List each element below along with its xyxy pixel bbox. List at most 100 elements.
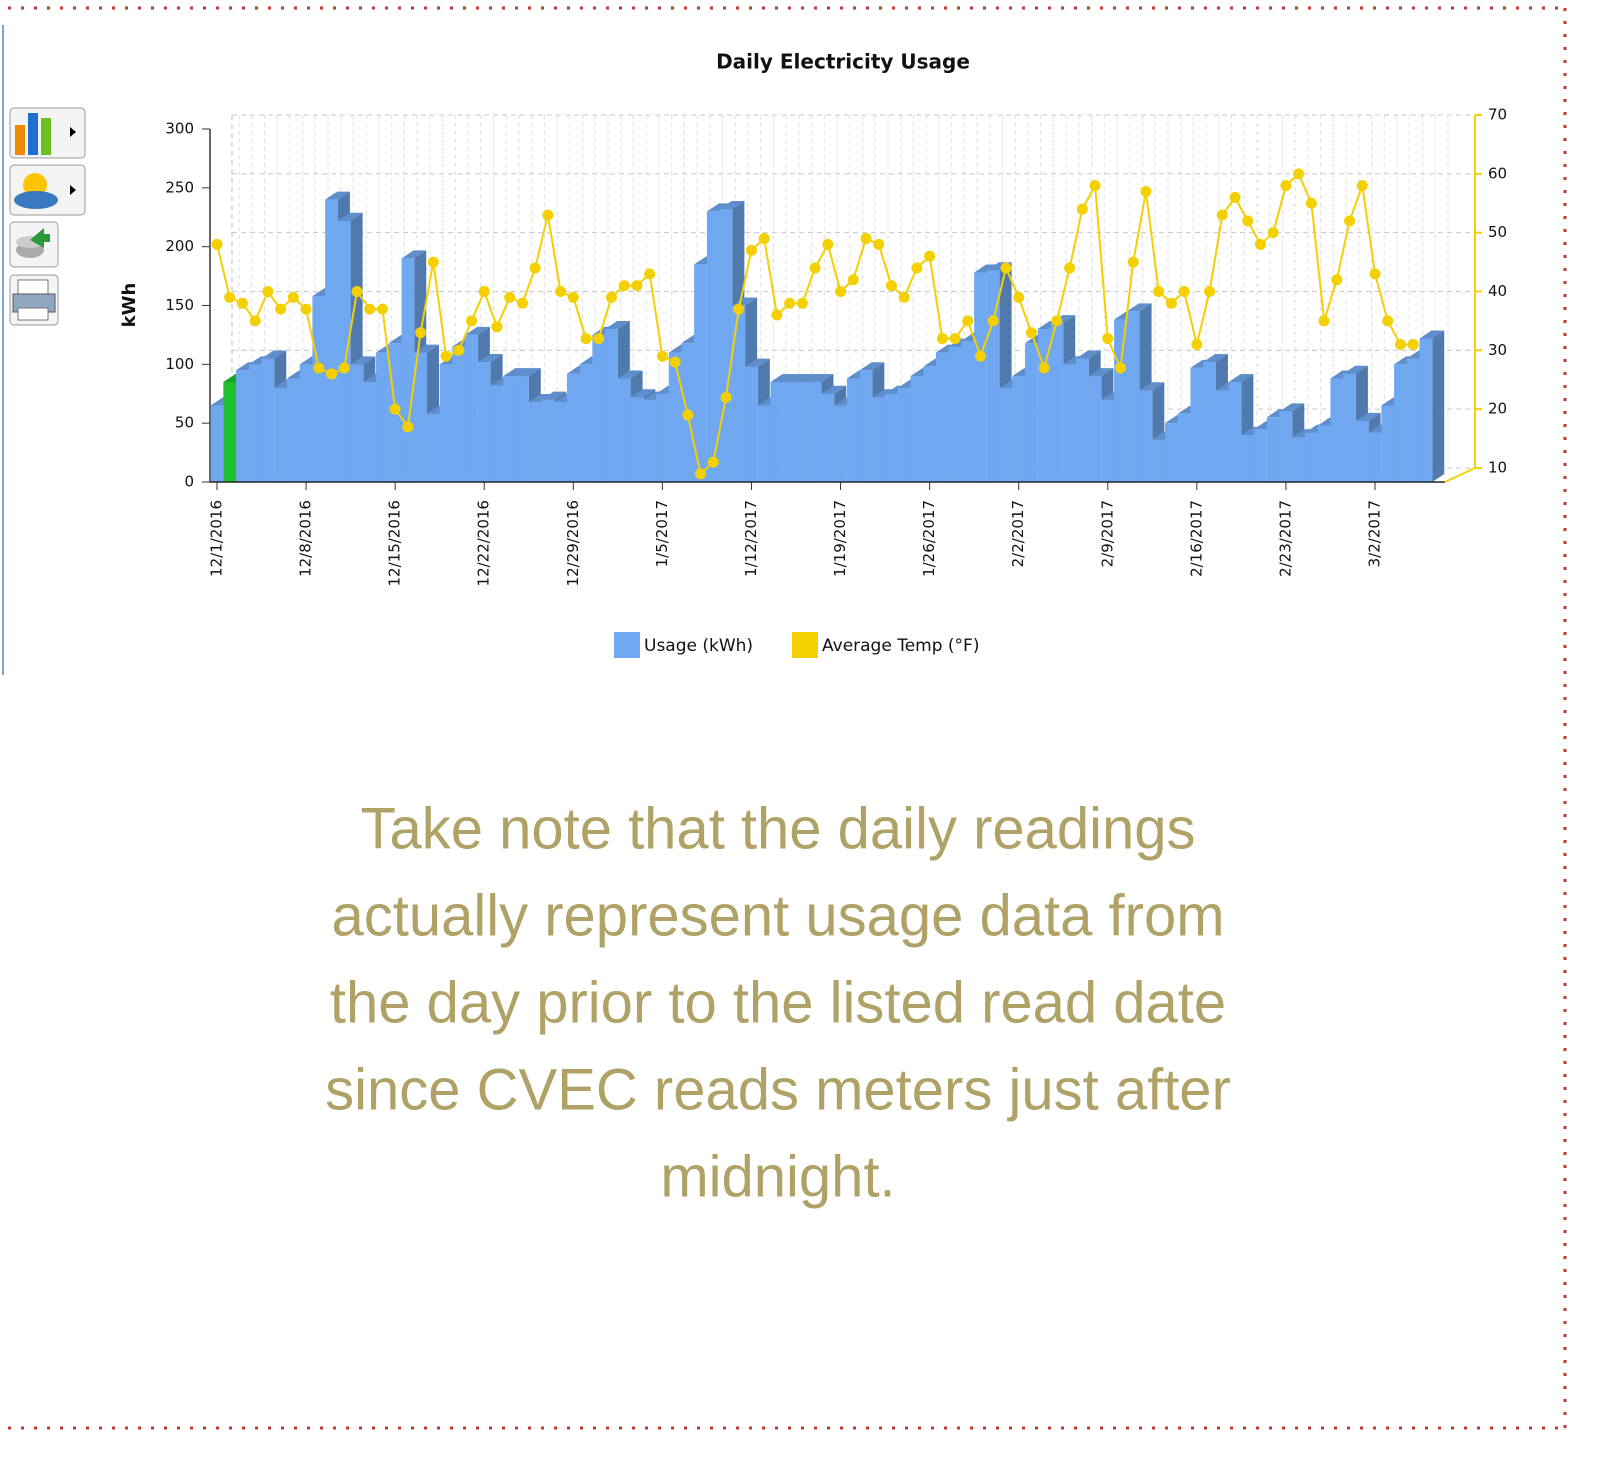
temp-point xyxy=(631,280,643,292)
x-tick-label: 12/1/2016 xyxy=(208,500,226,577)
bar-top xyxy=(617,370,643,379)
temp-point xyxy=(822,238,834,250)
y-tick-label: 100 xyxy=(165,355,194,373)
bar xyxy=(1368,432,1382,482)
bar xyxy=(465,334,478,482)
temp-point xyxy=(1140,185,1152,197)
y-tick-label: 50 xyxy=(175,414,194,432)
bar xyxy=(1025,343,1038,482)
y-tick-label: 250 xyxy=(165,178,194,196)
bar xyxy=(872,397,886,482)
bar-top xyxy=(732,297,758,306)
bar-top xyxy=(745,358,770,367)
bar-top xyxy=(808,373,834,382)
bar xyxy=(477,361,491,482)
bar-top xyxy=(719,201,745,210)
temp-point xyxy=(1254,238,1266,250)
x-tick-label: 3/2/2017 xyxy=(1366,500,1384,567)
bar-top xyxy=(630,389,656,398)
bar-top xyxy=(350,356,376,365)
temp-point xyxy=(555,286,567,297)
bar xyxy=(834,405,847,482)
temp-point xyxy=(924,250,936,262)
temp-point xyxy=(580,333,592,345)
bar-top xyxy=(261,350,287,359)
bar xyxy=(528,401,542,482)
temp-point xyxy=(1051,315,1063,327)
temp-point xyxy=(453,344,465,356)
bar-top xyxy=(1279,403,1305,412)
temp-point xyxy=(720,391,732,403)
temp-point xyxy=(478,286,490,297)
temp-point xyxy=(1242,215,1254,227)
y-tick-label: 200 xyxy=(165,237,194,255)
temp-point xyxy=(1293,168,1305,180)
temp-point xyxy=(326,368,338,380)
temp-point xyxy=(695,468,707,480)
temp-point xyxy=(300,303,312,315)
temp-point xyxy=(491,321,503,333)
bar-top xyxy=(477,353,503,362)
temp-point xyxy=(1013,291,1025,303)
temp-point xyxy=(1064,262,1076,274)
bar xyxy=(566,373,580,482)
x-tick-label: 12/15/2016 xyxy=(386,500,404,586)
chart-title: Daily Electricity Usage xyxy=(716,50,970,74)
temp-point xyxy=(975,350,987,362)
bar-top xyxy=(1419,330,1445,339)
bar xyxy=(376,352,389,482)
temp-point xyxy=(1165,297,1177,309)
temp-point xyxy=(745,244,757,256)
weather-button[interactable] xyxy=(9,164,86,216)
bar xyxy=(1165,423,1178,482)
print-button[interactable] xyxy=(9,274,59,326)
bar xyxy=(299,364,313,482)
temp-point xyxy=(1000,262,1012,274)
temp-point xyxy=(618,280,630,292)
bar xyxy=(592,334,606,482)
temp-point xyxy=(911,262,923,274)
legend-swatch xyxy=(614,632,640,658)
bar-top xyxy=(414,344,439,353)
bar-top xyxy=(337,212,363,221)
y2-tick-label: 70 xyxy=(1488,106,1507,124)
bar xyxy=(732,305,746,482)
chart-type-button[interactable] xyxy=(9,107,86,159)
temp-point xyxy=(529,262,541,274)
bar xyxy=(974,272,987,482)
temp-point xyxy=(809,262,821,274)
temp-point xyxy=(1280,180,1292,192)
temp-point xyxy=(1191,338,1203,350)
temp-point xyxy=(860,233,872,245)
bar xyxy=(1190,367,1204,482)
temp-point xyxy=(364,303,376,315)
temp-point xyxy=(389,403,401,415)
bar xyxy=(579,364,593,482)
temp-point xyxy=(1102,333,1114,345)
bar xyxy=(643,399,657,482)
bar xyxy=(236,370,249,482)
bar xyxy=(516,376,529,482)
bar xyxy=(554,401,567,482)
temp-point xyxy=(1331,274,1343,286)
temp-point xyxy=(1153,286,1165,297)
bar xyxy=(1279,411,1293,482)
bar xyxy=(948,346,962,482)
export-button[interactable] xyxy=(9,221,59,268)
temp-point xyxy=(402,421,414,433)
temp-point xyxy=(504,291,516,303)
temp-point xyxy=(847,274,859,286)
bar xyxy=(846,378,860,482)
bar-top xyxy=(1228,373,1254,382)
bar xyxy=(961,340,975,482)
bar xyxy=(770,381,784,482)
x-tick-label: 12/29/2016 xyxy=(564,500,582,586)
y-axis-label: kWh xyxy=(119,283,140,328)
temp-point xyxy=(733,303,745,315)
temp-point xyxy=(593,333,605,345)
bar-top xyxy=(1343,365,1368,374)
bar xyxy=(1394,364,1407,482)
temp-point xyxy=(1178,286,1190,297)
bar-top xyxy=(783,373,808,382)
